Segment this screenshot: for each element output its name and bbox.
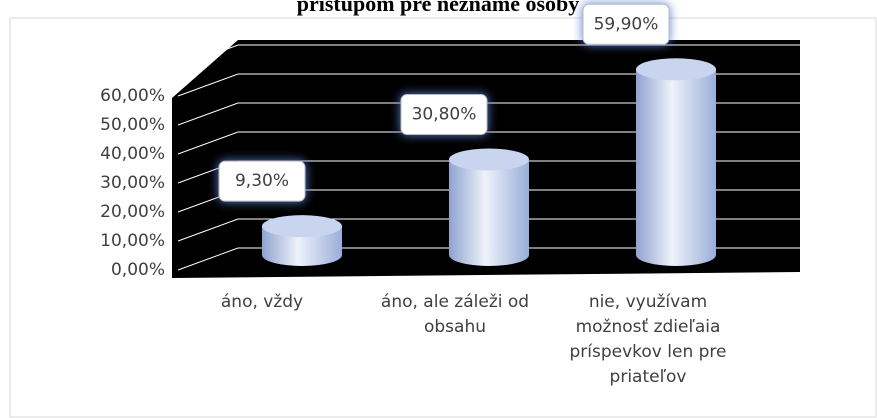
value-label-box xyxy=(582,3,670,45)
chart-border xyxy=(9,17,877,418)
cylinder-body xyxy=(262,226,342,266)
value-label: 9,30% xyxy=(235,171,289,191)
bar xyxy=(636,58,716,266)
grid-line xyxy=(177,131,800,155)
y-tick-label: 30,00% xyxy=(100,173,165,193)
cylinder-body xyxy=(449,159,529,266)
cylinder-top xyxy=(262,215,342,238)
grid-line xyxy=(177,73,800,97)
grid-line xyxy=(177,102,800,126)
cylinder-body xyxy=(636,69,716,266)
y-tick-label: 60,00% xyxy=(100,86,165,106)
grid-line xyxy=(177,247,800,271)
x-tick-label: nie, využívam možnosť zdieľaia príspevko… xyxy=(569,292,727,387)
bar xyxy=(262,215,342,266)
y-tick-label: 50,00% xyxy=(100,115,165,135)
value-label: 30,80% xyxy=(412,105,477,125)
chart-title: prístupom pre neznáme osoby xyxy=(297,0,580,16)
bar xyxy=(449,148,529,266)
x-tick-label: áno, vždy xyxy=(220,292,304,312)
value-label-box xyxy=(400,94,488,136)
x-tick-label: áno, ale záleži od obsahu xyxy=(380,292,530,337)
y-tick-label: 20,00% xyxy=(100,202,165,222)
cylinder-top xyxy=(449,148,529,171)
y-tick-label: 10,00% xyxy=(100,231,165,251)
cylinder-top xyxy=(636,58,716,81)
value-label-box xyxy=(218,160,306,202)
y-tick-label: 0,00% xyxy=(111,260,165,280)
grid-line xyxy=(177,218,800,242)
value-label: 59,90% xyxy=(594,14,659,34)
y-tick-label: 40,00% xyxy=(100,144,165,164)
grid-line xyxy=(177,44,800,68)
